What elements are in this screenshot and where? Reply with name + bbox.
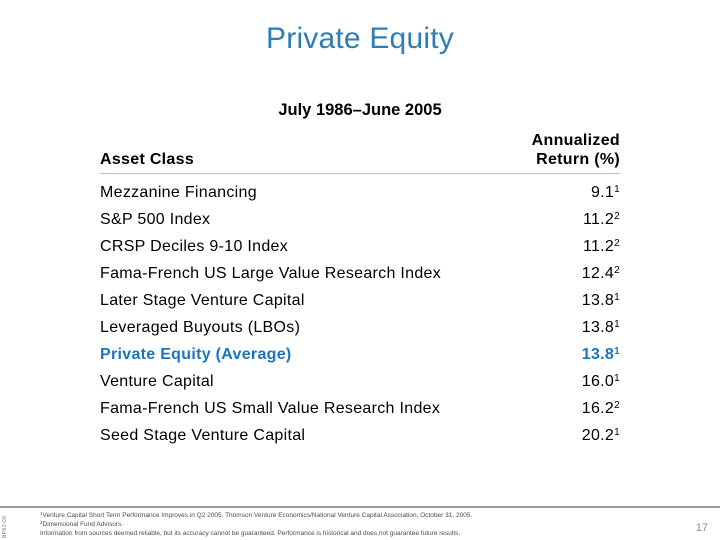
return-value-cell: 11.22 [583, 211, 620, 229]
table-row: Leveraged Buyouts (LBOs) 13.81 [100, 314, 620, 341]
footnote-line: Information from sources deemed reliable… [40, 529, 620, 538]
return-value: 12.4 [581, 264, 615, 282]
footnote-text: Venture Capital Short Term Performance I… [42, 512, 473, 519]
returns-table: Asset Class Annualized Return (%) Mezzan… [100, 131, 620, 449]
asset-class-cell: Leveraged Buyouts (LBOs) [100, 318, 301, 336]
table-body: Mezzanine Financing 9.11 S&P 500 Index 1… [100, 174, 620, 449]
return-value: 13.8 [581, 318, 615, 336]
annualized-return-header: Annualized Return (%) [532, 131, 620, 169]
footnote-marker: 1 [40, 511, 43, 516]
asset-class-cell: Later Stage Venture Capital [100, 291, 305, 309]
footnote-marker: 1 [614, 183, 620, 195]
return-value-cell: 16.01 [582, 373, 620, 391]
footnote-line: 1Venture Capital Short Term Performance … [40, 511, 620, 520]
table-header-row: Asset Class Annualized Return (%) [100, 131, 620, 174]
footnote-marker: 2 [614, 210, 620, 222]
annualized-return-header-line2: Return (%) [536, 151, 620, 168]
table-row: Later Stage Venture Capital 13.81 [100, 287, 620, 314]
footnote-text: Dimensional Fund Advisors. [42, 521, 124, 528]
return-value-cell: 11.22 [583, 238, 620, 256]
slide-id-vertical-text: BP62-08 [2, 515, 8, 538]
table-row: S&P 500 Index 11.22 [100, 206, 620, 233]
return-value: 13.8 [581, 345, 615, 363]
return-value: 13.8 [581, 291, 615, 309]
table-row: Private Equity (Average) 13.81 [100, 341, 620, 368]
footnote-marker: 2 [40, 520, 43, 525]
asset-class-cell: Mezzanine Financing [100, 183, 257, 201]
table-row: Fama-French US Small Value Research Inde… [100, 395, 620, 422]
table-period-heading: July 1986–June 2005 [278, 101, 442, 119]
footnotes: 1Venture Capital Short Term Performance … [40, 511, 620, 538]
return-value: 9.1 [590, 183, 615, 201]
table-row: Fama-French US Large Value Research Inde… [100, 260, 620, 287]
footnote-marker: 2 [614, 399, 620, 411]
table-row: CRSP Deciles 9-10 Index 11.22 [100, 233, 620, 260]
asset-class-cell: Fama-French US Large Value Research Inde… [100, 264, 442, 282]
annualized-return-header-line1: Annualized [531, 132, 620, 149]
return-value-cell: 9.11 [591, 184, 620, 202]
asset-class-cell: Venture Capital [100, 372, 214, 390]
return-value: 11.2 [582, 237, 615, 255]
footnote-marker: 1 [614, 318, 620, 330]
table-row: Venture Capital 16.01 [100, 368, 620, 395]
return-value-cell: 20.21 [582, 427, 620, 445]
footnote-marker: 1 [614, 426, 620, 438]
asset-class-header: Asset Class [100, 151, 195, 168]
return-value-cell: 13.81 [582, 292, 620, 310]
footnote-text: Information from sources deemed reliable… [40, 530, 461, 537]
footnote-marker: 2 [614, 264, 620, 276]
table-row: Mezzanine Financing 9.11 [100, 179, 620, 206]
page-number: 17 [695, 522, 708, 534]
footnote-line: 2Dimensional Fund Advisors. [40, 520, 620, 529]
asset-class-cell: CRSP Deciles 9-10 Index [100, 237, 289, 255]
footnote-marker: 1 [614, 291, 620, 303]
return-value-cell: 13.81 [582, 346, 620, 364]
return-value: 16.2 [581, 399, 615, 417]
return-value-cell: 12.42 [582, 265, 620, 283]
footnote-marker: 1 [614, 345, 620, 357]
footnote-marker: 1 [614, 372, 620, 384]
asset-class-cell: S&P 500 Index [100, 210, 211, 228]
asset-class-cell: Seed Stage Venture Capital [100, 426, 306, 444]
slide-title: Private Equity [266, 22, 454, 55]
asset-class-cell: Fama-French US Small Value Research Inde… [100, 399, 441, 417]
return-value: 11.2 [582, 210, 615, 228]
return-value: 20.2 [581, 426, 615, 444]
return-value: 16.0 [581, 372, 615, 390]
return-value-cell: 16.22 [582, 400, 620, 418]
return-value-cell: 13.81 [582, 319, 620, 337]
table-row: Seed Stage Venture Capital 20.21 [100, 422, 620, 449]
asset-class-cell: Private Equity (Average) [100, 345, 292, 363]
footnote-marker: 2 [614, 237, 620, 249]
footer-divider [0, 506, 720, 508]
